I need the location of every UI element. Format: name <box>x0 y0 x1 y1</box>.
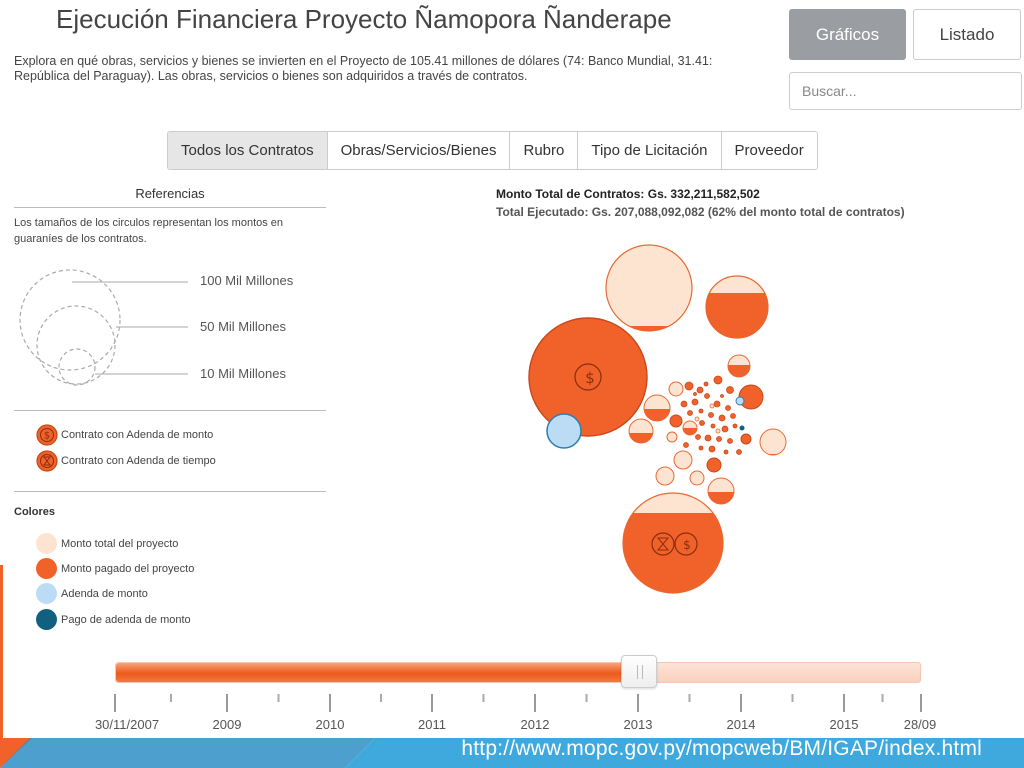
timeline-label: 30/11/2007 <box>94 717 160 732</box>
timeline-slider[interactable] <box>115 662 921 683</box>
size-label-50: 50 Mil Millones <box>200 319 286 334</box>
swatch-adenda <box>36 583 57 604</box>
monto-total-label: Monto Total de Contratos: Gs. 332,211,58… <box>496 187 760 201</box>
references-title: Referencias <box>135 186 205 201</box>
tab-todos-los-contratos[interactable]: Todos los Contratos <box>168 132 328 169</box>
project-description: Explora en qué obras, servicios y bienes… <box>14 54 713 83</box>
color-legend-row: Monto total del proyecto <box>36 533 178 554</box>
contract-bubble[interactable] <box>640 394 675 424</box>
contract-bubble[interactable] <box>689 470 705 486</box>
legend-row-adenda-monto: $ Contrato con Adenda de monto <box>36 424 213 446</box>
timeline-label: 2015 <box>829 717 859 732</box>
contracts-bubble-chart: $ $ <box>528 244 790 603</box>
color-legend-row: Pago de adenda de monto <box>36 609 191 630</box>
contract-bubble[interactable] <box>740 433 752 445</box>
svg-text:$: $ <box>585 369 595 387</box>
timeline-label: 2014 <box>726 717 756 732</box>
page-title: Ejecución Financiera Proyecto Ñamopora Ñ… <box>56 4 672 34</box>
size-label-10: 10 Mil Millones <box>200 366 286 381</box>
contract-bubble[interactable] <box>669 414 683 428</box>
svg-text:$: $ <box>683 538 691 552</box>
size-legend-circles <box>19 269 188 386</box>
swatch-total <box>36 533 57 554</box>
legend-label: Contrato con Adenda de tiempo <box>61 455 216 467</box>
contract-bubble[interactable] <box>666 431 678 443</box>
side-accent <box>0 565 3 738</box>
color-legend-row: Adenda de monto <box>36 583 148 604</box>
footer-url-link[interactable]: http://www.mopc.gov.py/mopcweb/BM/IGAP/i… <box>461 737 982 760</box>
svg-text:$: $ <box>44 431 50 442</box>
listado-button[interactable]: Listado <box>913 9 1021 60</box>
adenda-payment-bubble[interactable] <box>739 425 745 431</box>
adenda-bubble[interactable] <box>735 396 745 406</box>
contract-bubble[interactable] <box>755 428 790 459</box>
graficos-button[interactable]: Gráficos <box>789 9 906 60</box>
size-description: Los tamaños de los circulos representan … <box>14 217 284 245</box>
contract-bubble[interactable] <box>725 354 755 380</box>
divider <box>14 410 326 411</box>
tab-tipo-de-licitacion[interactable]: Tipo de Licitación <box>578 132 722 169</box>
contract-bubble[interactable] <box>600 244 700 336</box>
color-label: Monto total del proyecto <box>61 537 179 550</box>
tab-rubro[interactable]: Rubro <box>510 132 579 169</box>
swatch-pago-adenda <box>36 609 57 630</box>
timeline-slider-fill <box>116 663 639 682</box>
swatch-pagado <box>36 558 57 579</box>
contract-bubble[interactable] <box>625 418 660 448</box>
legend-row-adenda-tiempo: Contrato con Adenda de tiempo <box>36 450 216 472</box>
timeline-label: 2010 <box>315 717 345 732</box>
colors-title: Colores <box>14 506 55 518</box>
timeline-label: 2012 <box>520 717 550 732</box>
timeline-slider-handle[interactable] <box>620 655 657 688</box>
divider <box>14 491 326 492</box>
color-label: Pago de adenda de monto <box>61 613 191 626</box>
color-label: Monto pagado del proyecto <box>61 562 195 575</box>
hourglass-icon <box>36 450 58 472</box>
contract-dots-unpaid[interactable] <box>694 403 721 434</box>
contract-bubble[interactable]: $ <box>620 492 730 603</box>
color-label: Adenda de monto <box>61 587 148 600</box>
contract-bubble[interactable] <box>673 450 693 470</box>
grouping-tabs: Todos los Contratos Obras/Servicios/Bien… <box>167 131 818 170</box>
timeline-label: 2011 <box>418 717 446 732</box>
legend-label: Contrato con Adenda de monto <box>61 429 214 441</box>
adenda-bubble[interactable] <box>546 413 582 449</box>
timeline-label: 2013 <box>623 717 653 732</box>
timeline-label: 28/09 <box>903 717 937 732</box>
tab-obras-servicios-bienes[interactable]: Obras/Servicios/Bienes <box>327 132 511 169</box>
divider <box>14 207 326 208</box>
contract-bubble[interactable] <box>705 477 740 507</box>
timeline-label: 2009 <box>212 717 242 732</box>
footer-bar <box>0 738 1024 768</box>
contract-bubble[interactable]: $ <box>528 317 648 437</box>
contract-bubble[interactable] <box>655 466 675 486</box>
tab-proveedor[interactable]: Proveedor <box>721 132 817 169</box>
contract-bubble[interactable] <box>706 457 722 473</box>
size-label-100: 100 Mil Millones <box>200 273 294 288</box>
color-legend-row: Monto pagado del proyecto <box>36 558 194 579</box>
dollar-icon: $ <box>36 424 58 446</box>
search-input[interactable] <box>789 72 1022 110</box>
timeline-ticks <box>114 694 922 712</box>
contract-dots[interactable] <box>680 375 742 455</box>
total-ejecutado-label: Total Ejecutado: Gs. 207,088,092,082 (62… <box>496 205 905 219</box>
contract-bubble[interactable] <box>700 275 780 343</box>
contract-bubble[interactable] <box>668 381 684 397</box>
contract-bubble[interactable] <box>680 420 700 438</box>
